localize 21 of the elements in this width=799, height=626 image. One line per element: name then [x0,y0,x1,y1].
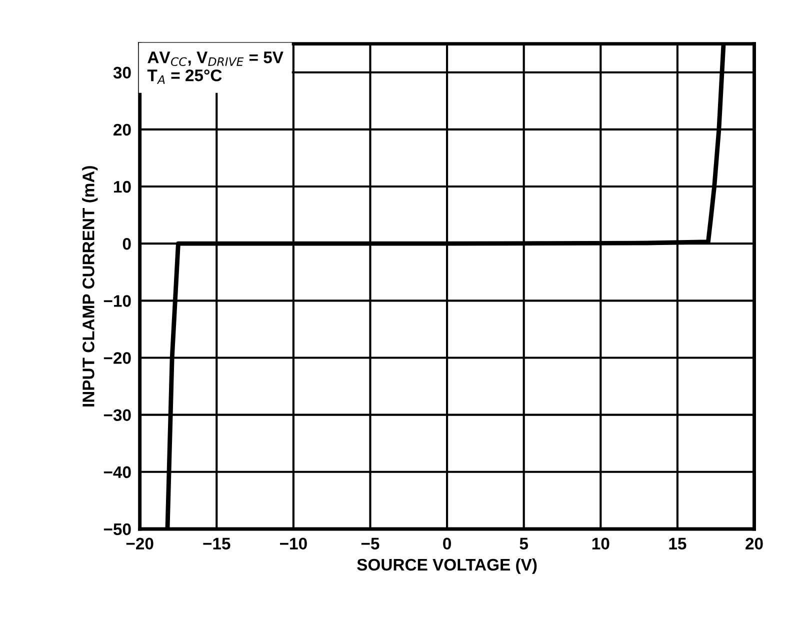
y-tick-label: 30 [113,66,131,79]
y-tick-label: −40 [104,466,131,478]
x-tick-label: 10 [592,538,610,550]
y-tick-label: −10 [104,295,131,307]
x-tick-label: −20 [126,538,154,550]
x-tick-label: 15 [669,538,686,550]
x-tick-label: −10 [280,538,307,550]
x-tick-label: −15 [203,538,230,550]
y-tick-label: 20 [114,124,131,136]
text: AV$_{CC}$, V$_{DRIVE}$ = 5V T$_{A}$ = 25°C [147,52,284,84]
y-tick-label: 0 [122,238,131,250]
y-tick-label: 10 [114,180,131,193]
x-tick-label: 20 [746,538,763,550]
y-tick-label: −30 [104,409,131,422]
y-tick-label: −20 [104,352,131,364]
y-tick-label: −50 [104,523,131,536]
x-tick-label: −5 [361,538,380,550]
x-tick-label: 5 [520,538,528,550]
y-axis-title: INPUT CLAMP CURRENT (mA) [82,166,98,406]
x-tick-label: 0 [443,538,451,550]
x-axis-title: SOURCE VOLTAGE (V) [357,558,537,574]
